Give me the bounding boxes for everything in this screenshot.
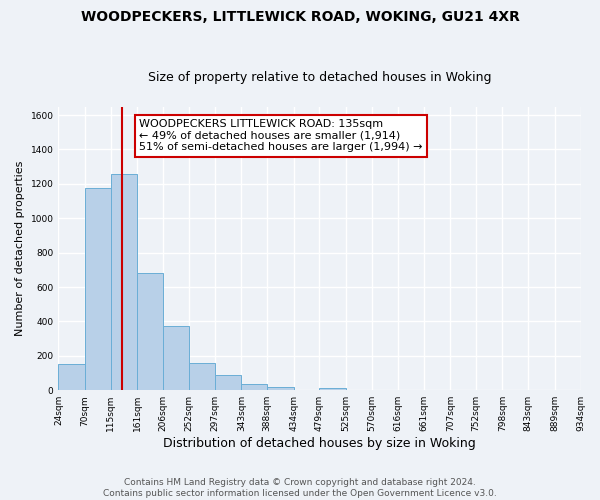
Bar xyxy=(85,188,110,390)
Text: Contains HM Land Registry data © Crown copyright and database right 2024.
Contai: Contains HM Land Registry data © Crown c… xyxy=(103,478,497,498)
Y-axis label: Number of detached properties: Number of detached properties xyxy=(15,160,25,336)
X-axis label: Distribution of detached houses by size in Woking: Distribution of detached houses by size … xyxy=(163,437,476,450)
Bar xyxy=(189,362,215,390)
Title: Size of property relative to detached houses in Woking: Size of property relative to detached ho… xyxy=(148,72,491,85)
Bar xyxy=(163,326,189,390)
Bar xyxy=(319,388,346,390)
Bar xyxy=(58,364,85,390)
Bar xyxy=(215,374,241,390)
Bar xyxy=(267,387,293,390)
Text: WOODPECKERS LITTLEWICK ROAD: 135sqm
← 49% of detached houses are smaller (1,914): WOODPECKERS LITTLEWICK ROAD: 135sqm ← 49… xyxy=(139,120,423,152)
Bar xyxy=(137,274,163,390)
Text: WOODPECKERS, LITTLEWICK ROAD, WOKING, GU21 4XR: WOODPECKERS, LITTLEWICK ROAD, WOKING, GU… xyxy=(80,10,520,24)
Bar xyxy=(110,174,137,390)
Bar xyxy=(241,384,267,390)
